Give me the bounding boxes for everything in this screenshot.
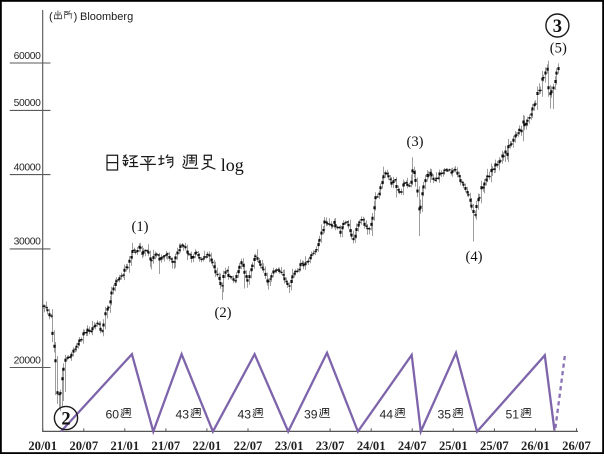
svg-text:25/01: 25/01 [439,439,468,453]
svg-text:): ) [74,11,78,23]
svg-text:30000: 30000 [14,237,42,248]
svg-text:20000: 20000 [14,355,42,366]
svg-text:43: 43 [238,408,252,422]
svg-text:22/07: 22/07 [234,439,263,453]
svg-text:(4): (4) [465,249,482,265]
svg-text:44: 44 [380,408,394,422]
svg-text:22/01: 22/01 [193,439,222,453]
svg-text:39: 39 [304,408,318,422]
svg-text:43: 43 [176,408,190,422]
svg-text:21/07: 21/07 [152,439,181,453]
svg-text:(5): (5) [550,41,567,57]
svg-text:(1): (1) [131,219,148,235]
svg-text:35: 35 [438,408,452,422]
svg-text:(3): (3) [406,134,423,150]
svg-text:26/07: 26/07 [562,439,591,453]
svg-text:60000: 60000 [14,51,42,62]
svg-text:20/01: 20/01 [28,439,57,453]
svg-text:20/07: 20/07 [69,439,98,453]
svg-text:40000: 40000 [14,162,42,173]
svg-text:log: log [221,155,244,175]
svg-text:50000: 50000 [14,98,42,109]
svg-text:26/01: 26/01 [521,439,550,453]
svg-text:25/07: 25/07 [480,439,509,453]
svg-text:51: 51 [506,408,520,422]
svg-text:(: ( [49,11,53,23]
svg-text:60: 60 [106,408,120,422]
svg-text:23/07: 23/07 [316,439,345,453]
svg-text:24/01: 24/01 [357,439,386,453]
svg-text:(2): (2) [214,305,231,321]
svg-text:3: 3 [553,17,562,37]
svg-text:2: 2 [61,410,70,430]
svg-text:21/01: 21/01 [110,439,139,453]
svg-text:24/07: 24/07 [398,439,427,453]
svg-text:23/01: 23/01 [275,439,304,453]
svg-text:Bloomberg: Bloomberg [80,11,133,23]
